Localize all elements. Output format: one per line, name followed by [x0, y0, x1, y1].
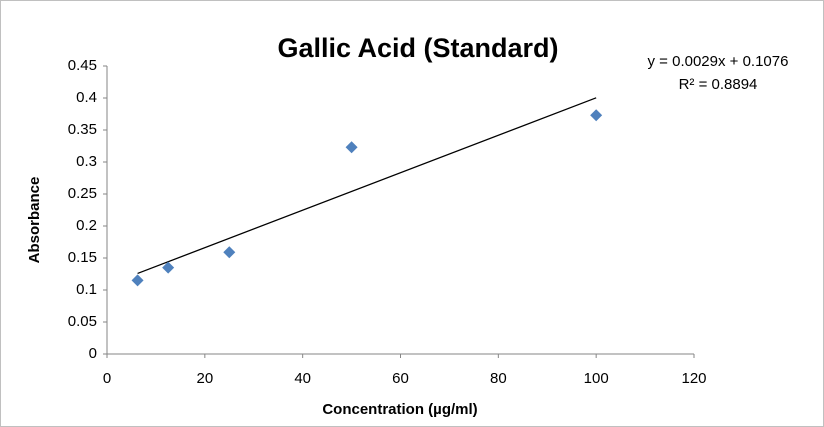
y-tick-label: 0.4: [76, 89, 97, 106]
y-tick-label: 0.35: [68, 121, 97, 138]
y-tick-label: 0.25: [68, 185, 97, 202]
data-point: [345, 141, 358, 154]
trendline: [137, 97, 597, 275]
data-point: [131, 274, 144, 287]
y-tick-label: 0.15: [68, 249, 97, 266]
trendline-equation: y = 0.0029x + 0.1076: [648, 53, 789, 70]
y-tick-label: 0.05: [68, 313, 97, 330]
y-tick-label: 0: [89, 345, 97, 362]
x-tick-label: 20: [196, 370, 213, 387]
x-tick-label: 0: [103, 370, 111, 387]
x-tick-label: 80: [490, 370, 507, 387]
x-tick-label: 120: [681, 370, 706, 387]
data-point: [162, 261, 175, 274]
y-tick-label: 0.1: [76, 281, 97, 298]
chart-title: Gallic Acid (Standard): [277, 33, 558, 63]
x-tick-label: 100: [584, 370, 609, 387]
data-point: [223, 246, 236, 259]
x-tick-label: 40: [294, 370, 311, 387]
y-tick-label: 0.45: [68, 57, 97, 74]
y-axis-label: Absorbance: [26, 177, 43, 264]
y-tick-label: 0.2: [76, 217, 97, 234]
trendline-r-squared: R² = 0.8894: [679, 76, 758, 93]
data-point: [590, 109, 603, 122]
x-tick-label: 60: [392, 370, 409, 387]
y-tick-label: 0.3: [76, 153, 97, 170]
x-axis-label: Concentration (µg/ml): [322, 401, 477, 418]
